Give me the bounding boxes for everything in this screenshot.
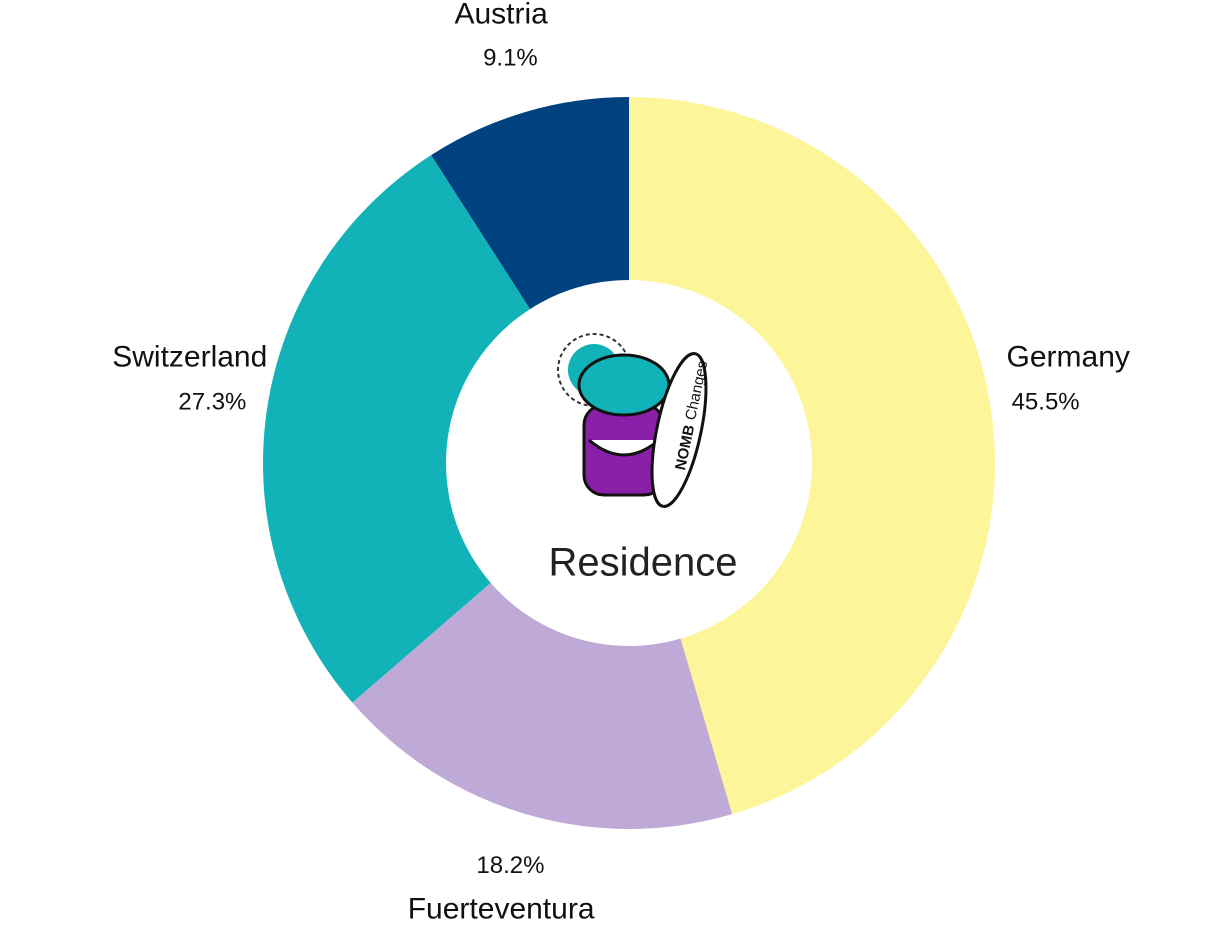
chart: NOMB Changes Residence 45.5%Germany18.2%… xyxy=(0,0,1215,941)
logo-hair xyxy=(579,355,669,415)
category-label: Austria xyxy=(454,0,548,30)
center-label: Residence xyxy=(548,541,737,585)
value-label: 27.3% xyxy=(178,388,246,415)
value-label: 18.2% xyxy=(476,852,544,879)
page: NOMB Changes Residence 45.5%Germany18.2%… xyxy=(0,0,1215,941)
category-label: Germany xyxy=(1007,340,1130,373)
value-label: 45.5% xyxy=(1012,388,1080,415)
category-label: Switzerland xyxy=(112,340,267,373)
value-label: 9.1% xyxy=(483,44,538,71)
category-label: Fuerteventura xyxy=(408,892,595,925)
